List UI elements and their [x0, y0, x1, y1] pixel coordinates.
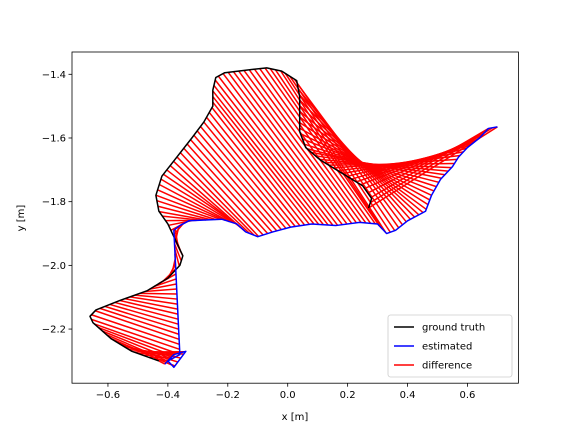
difference-segment [91, 314, 180, 346]
difference-segment [238, 70, 353, 224]
difference-segment [91, 318, 180, 351]
difference-segment [134, 294, 178, 300]
difference-segment [232, 71, 348, 225]
difference-segment [172, 223, 184, 236]
difference-segment [189, 139, 273, 233]
x-tick-label: −0.2 [216, 390, 240, 401]
difference-segment [98, 326, 177, 358]
difference-segment [139, 292, 177, 295]
difference-segment [94, 323, 181, 356]
difference-segment [243, 69, 358, 224]
y-tick-label: −2.2 [42, 325, 66, 336]
difference-segment [158, 360, 166, 365]
difference-segment [144, 288, 177, 293]
difference-segment [213, 84, 325, 226]
x-tick-label: −0.4 [156, 390, 180, 401]
difference-segment [183, 147, 264, 236]
difference-segment [369, 127, 494, 204]
y-axis-ticks: −2.2 −2.0 −1.8 −1.6 −1.4 [42, 70, 72, 336]
y-tick-label: −1.4 [42, 70, 66, 81]
legend-label: estimated [422, 342, 472, 353]
x-axis-label: x [m] [282, 412, 309, 423]
difference-segment [193, 134, 278, 232]
difference-segment [212, 90, 320, 225]
difference-segment [166, 169, 243, 229]
difference-segment [212, 101, 310, 225]
difference-segment [109, 303, 179, 325]
difference-segment [157, 205, 211, 221]
difference-segment [114, 301, 179, 320]
difference-segment [162, 215, 202, 221]
difference-segment [106, 334, 169, 363]
legend-box [387, 314, 513, 378]
difference-segment [176, 156, 255, 236]
legend-label: difference [422, 361, 472, 372]
difference-segment [196, 130, 282, 231]
difference-segment [156, 199, 216, 221]
x-tick-label: −0.6 [96, 390, 120, 401]
difference-segment [199, 125, 287, 229]
difference-segment [169, 165, 246, 233]
difference-segment [173, 243, 182, 262]
y-tick-label: −1.6 [42, 133, 66, 144]
plot-frame [71, 51, 519, 384]
x-tick-label: 0.4 [400, 390, 416, 401]
difference-segment [157, 189, 226, 221]
legend-label: ground truth [422, 323, 485, 334]
difference-segment [205, 116, 296, 227]
difference-segment [179, 152, 260, 237]
series-lines [89, 67, 498, 369]
difference-segment [102, 330, 172, 360]
y-tick-label: −1.8 [42, 197, 66, 208]
difference-segment [99, 307, 180, 335]
difference-segment [208, 111, 301, 227]
difference-segment [160, 178, 235, 224]
x-tick-label: 0.6 [460, 390, 476, 401]
difference-segment [214, 79, 329, 226]
estimated-line [164, 126, 498, 369]
difference-segment [129, 296, 178, 305]
difference-segment [211, 107, 306, 226]
x-tick-label: 0.0 [280, 390, 296, 401]
y-tick-label: −2.0 [42, 261, 66, 272]
difference-segment [222, 73, 339, 226]
difference-segment [203, 121, 292, 228]
difference-segment [217, 75, 334, 226]
difference-segment [159, 210, 207, 221]
ground-truth-line [89, 67, 373, 362]
difference-segment [173, 160, 251, 235]
legend: ground truth estimated difference [387, 314, 513, 378]
y-axis-label: y [m] [16, 205, 27, 232]
difference-segment [158, 183, 230, 223]
difference-segment [104, 305, 179, 330]
difference-segment [154, 278, 177, 288]
difference-segment [212, 96, 315, 225]
difference-segment [149, 283, 177, 290]
difference-segment [119, 299, 179, 315]
difference-segment [110, 337, 172, 366]
x-axis-ticks: −0.6 −0.4 −0.2 0.0 0.2 0.4 0.6 [96, 383, 476, 401]
difference-segment [370, 128, 489, 199]
difference-segment [94, 310, 180, 340]
difference-segment [186, 143, 269, 235]
difference-segment [227, 71, 343, 226]
difference-segment [155, 194, 221, 220]
difference-segment [124, 297, 178, 310]
difference-segment [259, 68, 372, 224]
x-tick-label: 0.2 [340, 390, 356, 401]
